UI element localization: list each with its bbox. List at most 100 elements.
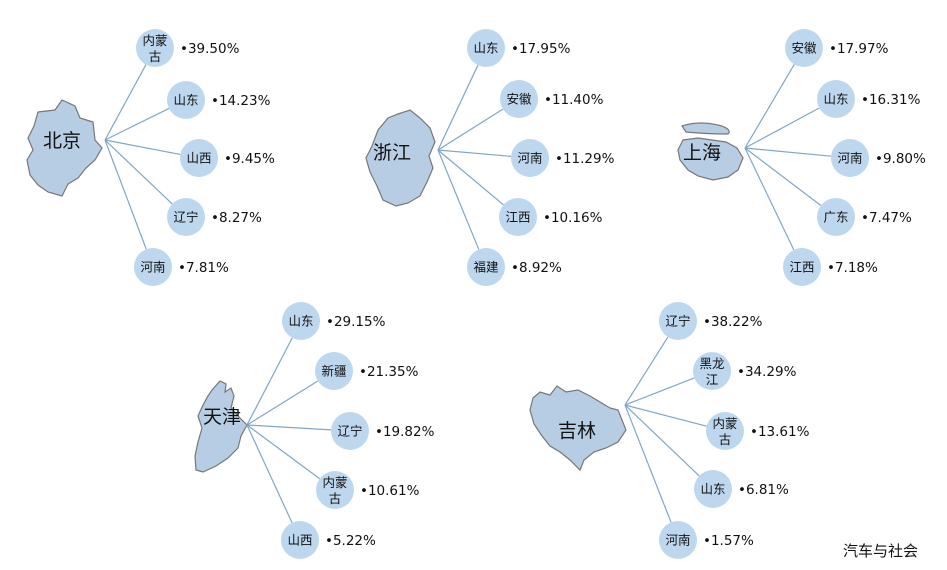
province-name: 山西 <box>287 533 312 548</box>
province-node: 广东 •7.47% <box>817 198 912 236</box>
province-node-circle <box>180 139 218 177</box>
share-percentage: •10.16% <box>543 210 603 226</box>
province-node: 山东 •14.23% <box>167 81 271 119</box>
share-percentage: •8.27% <box>211 210 262 226</box>
connector-line <box>246 424 332 431</box>
share-percentage: •38.22% <box>703 314 763 330</box>
province-node-circle <box>167 198 205 236</box>
share-percentage: •7.18% <box>827 260 878 276</box>
connector-line <box>624 336 669 406</box>
province-node-circle <box>511 139 549 177</box>
province-name: 山西 <box>186 151 211 166</box>
province-name: 安徽 <box>791 41 817 56</box>
province-name: 山东 <box>288 314 313 329</box>
share-percentage: •17.95% <box>511 41 571 57</box>
share-percentage: •11.40% <box>544 92 604 108</box>
province-node-circle <box>831 139 869 177</box>
region-map-shape <box>26 99 103 197</box>
province-node: 安徽 •11.40% <box>500 80 604 118</box>
connector-line <box>246 424 293 523</box>
share-percentage: •13.61% <box>750 424 810 440</box>
province-node: 辽宁 •19.82% <box>331 412 435 450</box>
province-name: 河南 <box>140 260 165 275</box>
region-map-shape <box>194 380 248 473</box>
province-node: 山西 •5.22% <box>281 521 376 559</box>
province-node: 内蒙古 •13.61% <box>706 412 810 450</box>
share-percentage: •29.15% <box>326 314 386 330</box>
province-node-circle <box>315 352 353 390</box>
share-percentage: •5.22% <box>325 533 376 549</box>
province-node-circle <box>817 80 855 118</box>
connector-line <box>246 424 321 480</box>
province-name: 安徽 <box>506 92 532 107</box>
province-node: 山东 •17.95% <box>467 29 571 67</box>
province-name: 江西 <box>789 260 814 275</box>
share-percentage: •17.97% <box>829 41 889 57</box>
region-label: 上海 <box>683 142 721 164</box>
share-percentage: •19.82% <box>375 424 435 440</box>
province-name: 内蒙古 <box>142 33 167 64</box>
share-percentage: •8.92% <box>511 260 562 276</box>
province-node-circle <box>281 521 319 559</box>
province-node: 山东 •29.15% <box>282 302 386 340</box>
connector-line <box>104 107 170 141</box>
connector-line <box>744 64 795 149</box>
connector-line <box>104 139 173 205</box>
province-node: 安徽 •17.97% <box>785 29 889 67</box>
share-percentage: •1.57% <box>703 533 754 549</box>
province-node-circle <box>706 412 744 450</box>
province-node: 山东 •16.31% <box>817 80 921 118</box>
connector-line <box>104 139 181 156</box>
connector-line <box>104 139 147 250</box>
region-map-shape <box>677 122 744 181</box>
connector-line <box>437 149 480 250</box>
province-node: 山东 •6.81% <box>694 470 789 508</box>
connector-line <box>624 377 695 406</box>
connector-line <box>744 107 820 149</box>
province-node: 内蒙古 •39.50% <box>136 29 240 67</box>
share-percentage: •6.81% <box>738 482 789 498</box>
province-name: 内蒙古 <box>322 475 347 506</box>
province-node: 新疆 •21.35% <box>315 352 419 390</box>
province-name: 山东 <box>700 482 725 497</box>
share-percentage: •10.61% <box>360 483 420 499</box>
connector-line <box>437 149 512 157</box>
province-node-circle <box>659 302 697 340</box>
province-node-circle <box>693 352 731 390</box>
province-node: 山西 •9.45% <box>180 139 275 177</box>
region-label: 天津 <box>203 406 241 428</box>
province-node-circle <box>785 29 823 67</box>
province-node: 江西 •7.18% <box>783 248 878 286</box>
share-percentage: •7.81% <box>178 260 229 276</box>
group-4: 天津 山东 •29.15% 新疆 •21.35% 辽宁 •19.82% 内蒙古 •10.61% 山… <box>194 302 435 559</box>
province-name: 河南 <box>665 533 690 548</box>
province-name: 黑龙江 <box>699 356 724 387</box>
share-percentage: •9.80% <box>875 151 926 167</box>
province-name: 内蒙古 <box>712 416 737 447</box>
province-node: 江西 •10.16% <box>499 198 603 236</box>
province-name: 山东 <box>473 41 498 56</box>
province-name: 新疆 <box>321 364 346 379</box>
share-percentage: •11.29% <box>555 151 615 167</box>
region-label: 北京 <box>43 130 81 152</box>
group-1: 北京 内蒙古 •39.50% 山东 •14.23% 山西 •9.45% 辽宁 •8.27% 河南 •… <box>26 29 275 286</box>
province-node-circle <box>659 521 697 559</box>
province-name: 辽宁 <box>173 210 198 225</box>
region-label: 浙江 <box>373 142 411 164</box>
province-node: 河南 •1.57% <box>659 521 754 559</box>
region-map-shape <box>365 109 436 207</box>
province-node: 内蒙古 •10.61% <box>316 471 420 509</box>
connector-line <box>624 404 700 477</box>
province-node-circle <box>500 80 538 118</box>
province-node-circle <box>316 471 354 509</box>
group-2: 浙江 山东 •17.95% 安徽 •11.40% 河南 •11.29% 江西 •10.16% 福建… <box>365 29 615 286</box>
province-node: 黑龙江 •34.29% <box>693 352 797 390</box>
province-name: 广东 <box>823 210 848 225</box>
province-node: 河南 •7.81% <box>134 248 229 286</box>
connector-line <box>246 337 293 426</box>
share-percentage: •39.50% <box>180 41 240 57</box>
province-node: 河南 •9.80% <box>831 139 926 177</box>
group-3: 上海 安徽 •17.97% 山东 •16.31% 河南 •9.80% 广东 •7.47% 江西 •7… <box>677 29 926 286</box>
province-node-circle <box>467 248 505 286</box>
